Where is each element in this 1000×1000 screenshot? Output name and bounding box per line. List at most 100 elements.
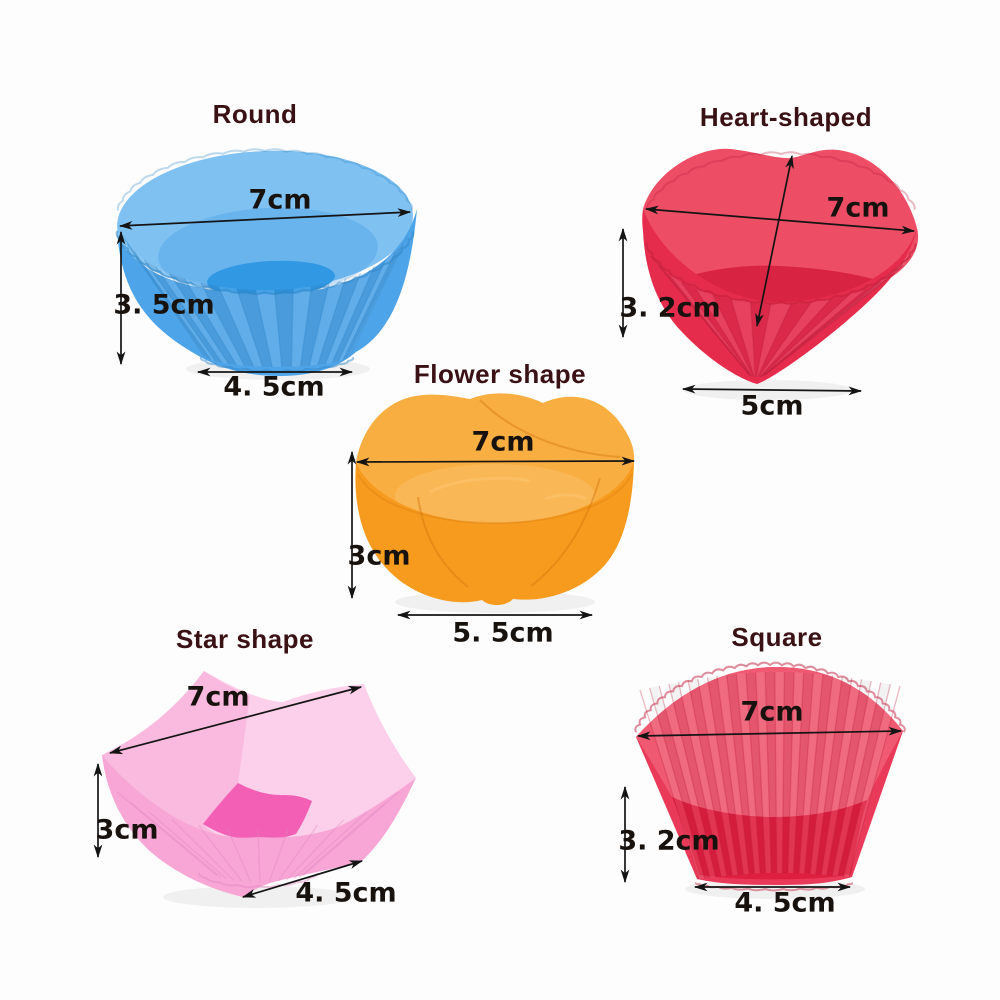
dim-bottom-square: 4. 5cm bbox=[734, 887, 836, 919]
fluted-edge bbox=[115, 230, 415, 295]
pleat-wedge bbox=[274, 288, 294, 367]
pleat-line bbox=[273, 289, 283, 368]
pleat-wedge bbox=[762, 274, 894, 377]
dim-bottom-round: 4. 5cm bbox=[223, 371, 325, 403]
cup-inner-bottom bbox=[207, 260, 335, 298]
pleat-wedge bbox=[317, 273, 361, 365]
pleat-line bbox=[143, 259, 217, 362]
pleat-wedge bbox=[793, 672, 814, 874]
pleat-line bbox=[134, 251, 212, 361]
pleat-line bbox=[837, 682, 882, 877]
pleat-line bbox=[668, 683, 717, 878]
pleat-line bbox=[826, 679, 863, 876]
pleat-line bbox=[155, 266, 223, 364]
pleat-wedge bbox=[731, 299, 756, 377]
pleat-line bbox=[290, 288, 294, 367]
pleat-wedge bbox=[765, 671, 777, 874]
pleat-wedge bbox=[815, 676, 852, 875]
dim-top-round: 7cm bbox=[248, 184, 312, 216]
rim-edge bbox=[357, 473, 633, 525]
pleat-line bbox=[649, 687, 706, 879]
pleat-line bbox=[171, 819, 235, 881]
product-title-round: Round bbox=[212, 99, 298, 129]
cup-body bbox=[642, 209, 917, 384]
pleat-line bbox=[200, 282, 246, 367]
product-title-flower: Flower shape bbox=[413, 359, 587, 389]
pleat-wedge bbox=[804, 674, 833, 874]
fluted-edge bbox=[357, 473, 633, 525]
pleat-line bbox=[657, 264, 751, 376]
pleat-line bbox=[148, 811, 227, 880]
pleat-wedge bbox=[712, 294, 755, 377]
pleat-line bbox=[680, 281, 752, 377]
arrow-top-round bbox=[118, 208, 412, 230]
pleat-line bbox=[168, 272, 230, 365]
pleat-line bbox=[735, 673, 756, 874]
pleat-wedge bbox=[218, 286, 263, 367]
pleat-line bbox=[762, 281, 882, 377]
petal-seams bbox=[417, 399, 621, 588]
pleat-wedge bbox=[200, 283, 254, 367]
pleat-line bbox=[687, 680, 728, 877]
pleat-wedge bbox=[717, 674, 749, 875]
fluted-edge bbox=[116, 148, 414, 211]
pleat-line bbox=[116, 791, 218, 876]
arrow-top-square bbox=[636, 726, 903, 741]
pleat-wedge bbox=[668, 274, 752, 377]
star-cup-illustration bbox=[102, 671, 416, 908]
pleat-line bbox=[792, 672, 805, 874]
pleat-wedge bbox=[127, 243, 211, 360]
heart-cup-illustration bbox=[642, 148, 919, 400]
pleat-lines bbox=[650, 255, 912, 378]
pleat-line bbox=[726, 674, 750, 875]
pleat-wedge bbox=[346, 235, 408, 359]
arrow-top-star bbox=[108, 685, 363, 755]
pleat-wedge bbox=[755, 672, 772, 874]
pleat-wedge bbox=[338, 252, 396, 362]
pleat-line bbox=[842, 684, 892, 877]
pleat-wedge bbox=[759, 294, 850, 377]
pleat-wedge bbox=[658, 265, 751, 376]
pleat-line bbox=[706, 677, 739, 875]
dim-bottom-flower: 5. 5cm bbox=[452, 617, 554, 649]
pleat-line bbox=[809, 675, 834, 874]
pleat-wedge bbox=[144, 259, 222, 363]
pleat-line bbox=[712, 294, 754, 377]
pleat-line bbox=[781, 672, 786, 873]
pleat-line bbox=[764, 255, 912, 376]
dim-top-star: 7cm bbox=[186, 681, 250, 713]
product-title-square: Square bbox=[731, 622, 823, 652]
pleat-wedge bbox=[745, 672, 766, 874]
dim-top-heart: 7cm bbox=[826, 192, 890, 224]
pleat-line bbox=[317, 278, 347, 366]
round-cup-illustration bbox=[115, 148, 417, 380]
cup-inner-back-wall bbox=[636, 667, 903, 817]
pleat-wedge bbox=[810, 675, 843, 875]
arrow-bottom-heart bbox=[681, 384, 863, 396]
pleat-line bbox=[677, 682, 722, 877]
dim-height-flower: 3cm bbox=[347, 540, 411, 572]
pleat-wedge bbox=[236, 288, 273, 367]
pleat-line bbox=[831, 680, 872, 876]
pleat-line bbox=[337, 259, 387, 362]
pleat-wedge bbox=[736, 673, 761, 874]
cup-body bbox=[117, 209, 417, 376]
arrow-bottom-star bbox=[241, 860, 364, 898]
pleat-wedge bbox=[726, 673, 755, 875]
pleat-line bbox=[217, 286, 255, 367]
arrow-top-heart bbox=[644, 205, 916, 235]
pleat-line bbox=[342, 251, 396, 361]
pleat-line bbox=[650, 255, 750, 376]
pleat-line bbox=[198, 824, 243, 882]
pleat-line bbox=[299, 286, 313, 367]
pleat-wedge bbox=[325, 266, 374, 364]
cup-inner-glow bbox=[395, 464, 595, 528]
cup-inner-bottom bbox=[672, 797, 867, 880]
pleat-line bbox=[730, 299, 755, 377]
pleat-line bbox=[764, 672, 772, 874]
product-title-heart: Heart-shaped bbox=[699, 102, 873, 132]
pleat-line bbox=[695, 288, 753, 377]
dimension-arrows bbox=[93, 154, 916, 898]
